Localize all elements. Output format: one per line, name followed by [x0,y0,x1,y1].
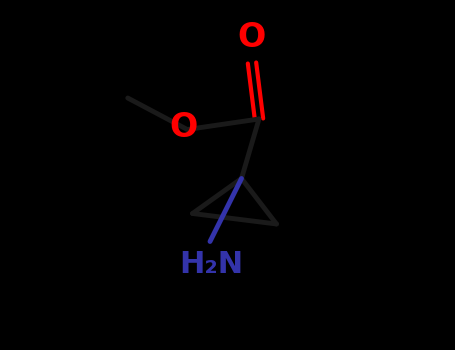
Text: O: O [170,111,198,144]
Text: O: O [238,21,266,54]
Text: H₂N: H₂N [180,250,244,279]
